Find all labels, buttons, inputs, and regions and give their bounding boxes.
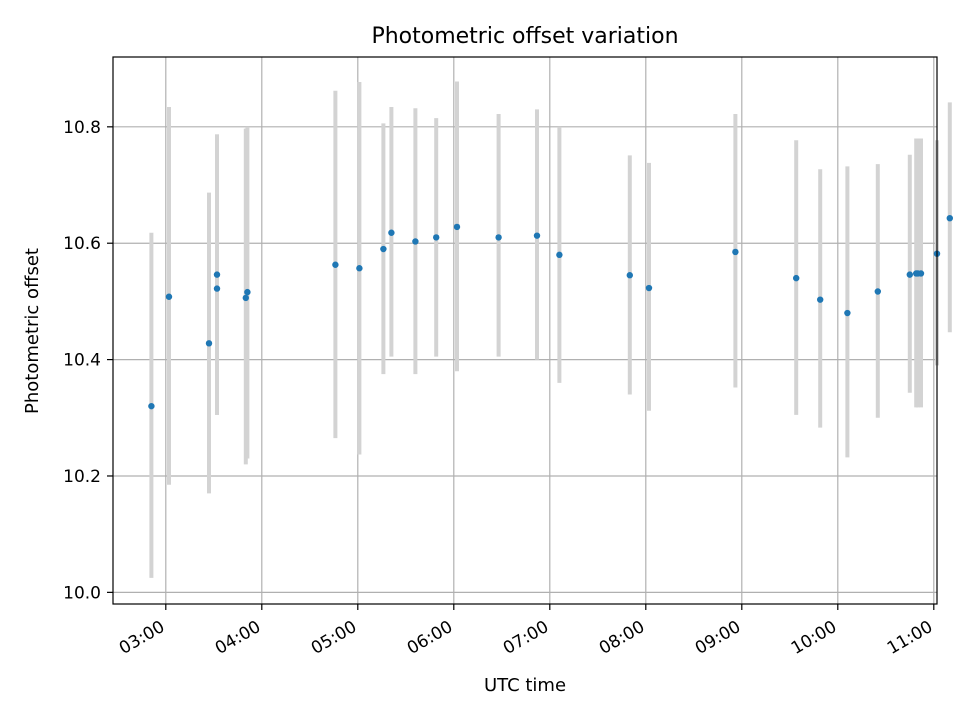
data-point <box>817 296 824 303</box>
data-point <box>205 340 213 347</box>
data-point <box>242 294 249 302</box>
data-point <box>732 248 739 256</box>
y-tick-label: 10.8 <box>63 118 101 138</box>
data-point <box>495 234 502 241</box>
chart-title: Photometric offset variation <box>371 24 678 49</box>
data-point <box>380 245 387 253</box>
data-point <box>556 251 563 259</box>
data-point <box>356 265 363 272</box>
x-axis-label: UTC time <box>484 675 566 696</box>
data-point <box>332 261 339 268</box>
y-tick-label: 10.4 <box>63 351 101 371</box>
data-point <box>874 288 881 295</box>
y-tick-label: 10.6 <box>63 234 101 254</box>
data-point <box>917 270 925 277</box>
data-point <box>453 223 461 231</box>
data-point <box>213 271 221 278</box>
data-point <box>626 272 633 279</box>
data-point <box>412 238 419 245</box>
data-point <box>165 293 173 300</box>
data-point <box>148 402 155 410</box>
data-point <box>433 234 440 241</box>
data-point <box>906 271 913 278</box>
data-point <box>388 229 395 236</box>
data-point <box>844 309 851 317</box>
y-tick-label: 10.0 <box>63 583 101 603</box>
y-tick-label: 10.2 <box>63 467 101 487</box>
data-point <box>645 284 653 292</box>
data-point <box>533 232 541 239</box>
data-point <box>793 274 800 282</box>
data-point <box>244 288 251 296</box>
y-axis-label: Photometric offset <box>22 248 43 414</box>
plot-frame <box>112 56 938 605</box>
data-point <box>946 214 953 222</box>
data-point <box>213 285 221 292</box>
y-axis-ticks: 10.0 10.2 10.4 10.6 10.8 <box>63 118 113 603</box>
data-points <box>148 214 953 410</box>
